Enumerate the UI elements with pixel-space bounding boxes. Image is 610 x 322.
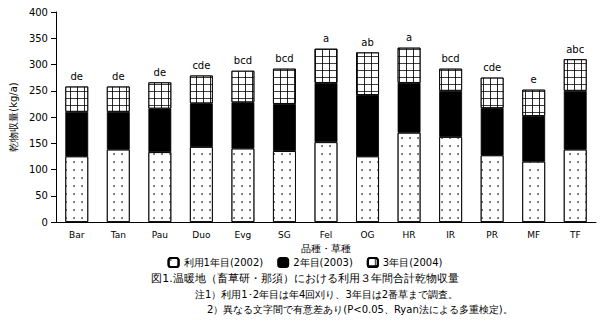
svg-text:0: 0 [42, 217, 48, 228]
svg-text:a: a [406, 32, 412, 43]
svg-text:ab: ab [361, 37, 373, 48]
svg-text:HR: HR [403, 230, 416, 240]
svg-text:200: 200 [29, 112, 48, 123]
svg-text:a: a [323, 33, 329, 44]
svg-text:Duo: Duo [192, 230, 211, 240]
svg-text:bcd: bcd [275, 53, 293, 64]
svg-text:TF: TF [569, 230, 581, 240]
svg-text:150: 150 [29, 138, 48, 149]
svg-text:品種・草種: 品種・草種 [301, 243, 351, 254]
svg-text:PR: PR [486, 230, 498, 240]
svg-text:de: de [112, 71, 125, 82]
svg-text:de: de [154, 67, 167, 78]
svg-text:de: de [71, 71, 84, 82]
svg-text:Fel: Fel [320, 230, 333, 240]
svg-text:cde: cde [192, 60, 210, 71]
svg-text:bcd: bcd [442, 53, 460, 64]
svg-text:OG: OG [361, 230, 375, 240]
svg-text:350: 350 [29, 33, 48, 44]
svg-text:MF: MF [527, 230, 540, 240]
svg-text:図1.温暖地（畜草研・那須）における利用３年間合計乾物収量: 図1.温暖地（畜草研・那須）における利用３年間合計乾物収量 [151, 272, 459, 285]
svg-text:250: 250 [29, 85, 48, 96]
svg-text:乾物収量(kg/a): 乾物収量(kg/a) [8, 82, 19, 152]
svg-text:利用1年目(2002): 利用1年目(2002) [184, 257, 264, 268]
svg-text:IR: IR [446, 230, 455, 240]
svg-text:e: e [531, 74, 537, 85]
svg-text:300: 300 [29, 59, 48, 70]
svg-text:400: 400 [29, 7, 48, 18]
svg-text:cde: cde [483, 62, 501, 73]
svg-text:SG: SG [278, 230, 291, 240]
svg-text:Evg: Evg [235, 230, 252, 240]
svg-text:注1）利用1･2年目は年4回刈り、3年目は2番草まで調査。: 注1）利用1･2年目は年4回刈り、3年目は2番草まで調査。 [195, 289, 458, 300]
svg-text:3年目(2004): 3年目(2004) [383, 257, 443, 268]
svg-text:Tan: Tan [110, 230, 126, 240]
svg-text:Bar: Bar [69, 230, 85, 240]
svg-text:bcd: bcd [234, 55, 252, 66]
svg-text:Pau: Pau [152, 230, 168, 240]
svg-text:2年目(2003): 2年目(2003) [293, 257, 353, 268]
svg-text:50: 50 [35, 190, 48, 201]
svg-text:100: 100 [29, 164, 48, 175]
svg-text:abc: abc [566, 44, 584, 55]
svg-text:2）異なる文字間で有意差あり(P<0.05、Ryan法による: 2）異なる文字間で有意差あり(P<0.05、Ryan法による多重検定)。 [207, 304, 513, 315]
